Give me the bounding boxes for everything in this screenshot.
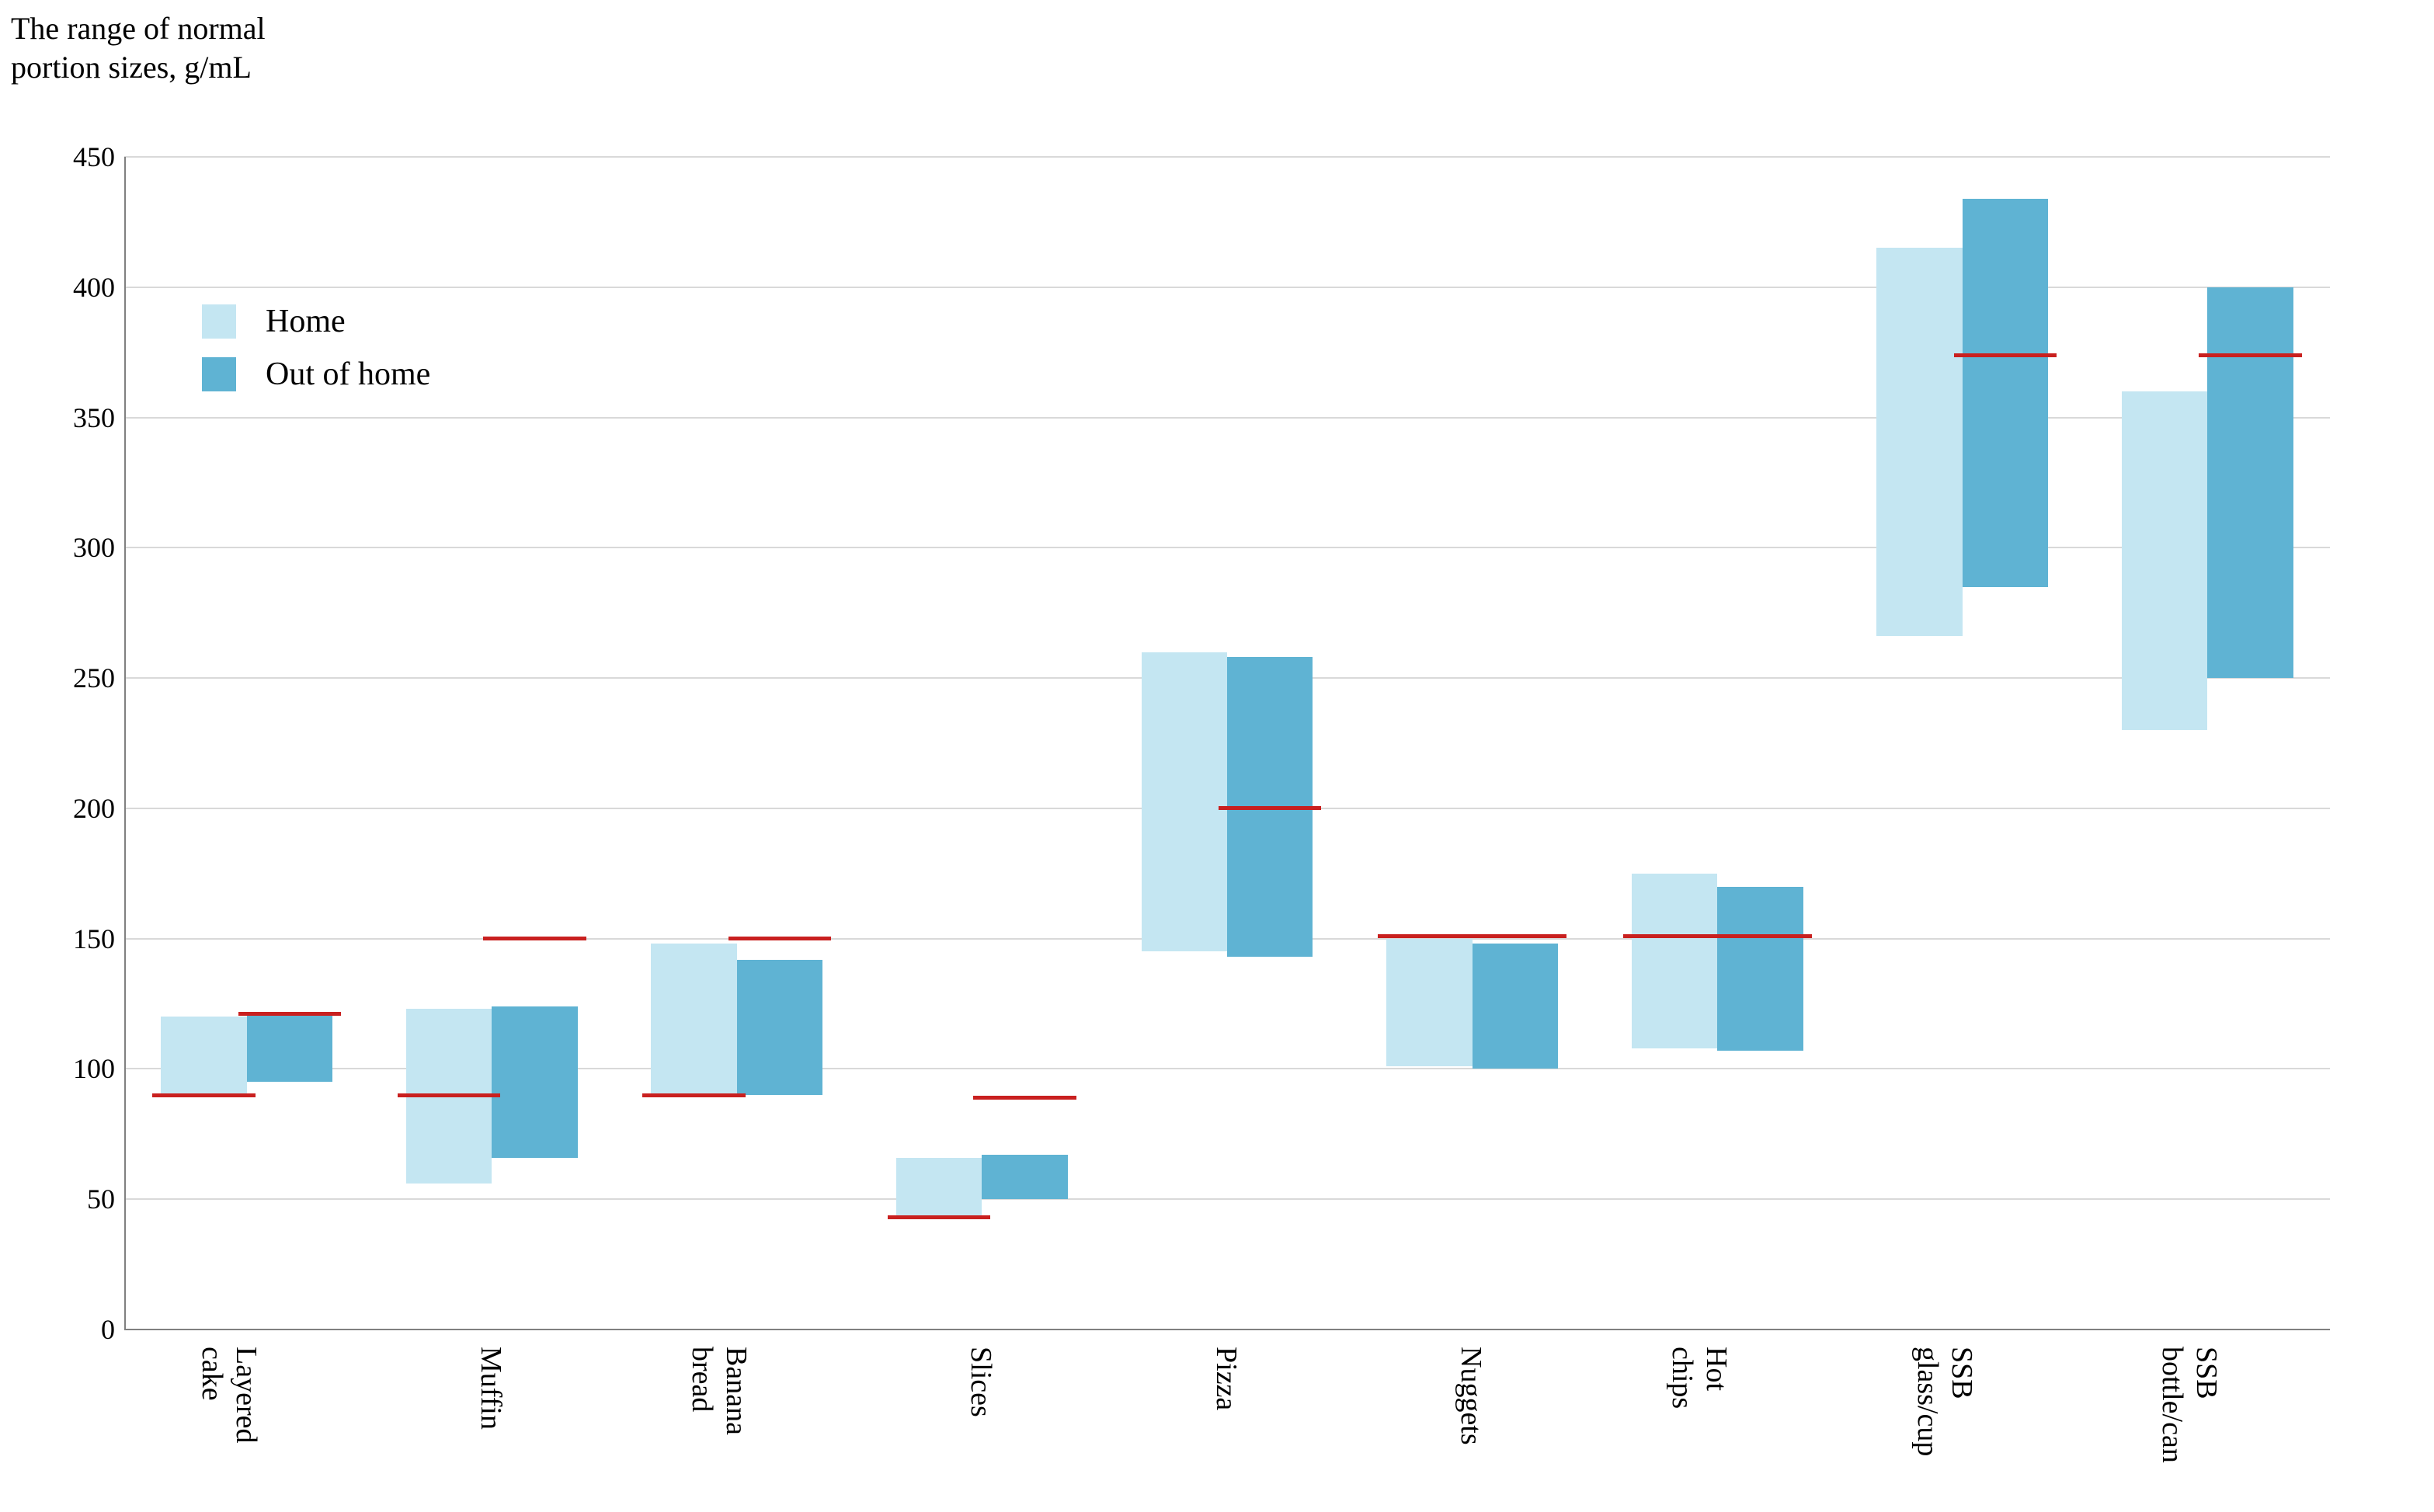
x-tick-label: Muffin bbox=[474, 1347, 508, 1430]
y-tick-label: 50 bbox=[22, 1183, 115, 1215]
bar-home bbox=[896, 1158, 982, 1218]
median-line bbox=[1464, 934, 1567, 938]
y-tick-label: 400 bbox=[22, 271, 115, 304]
y-axis-line bbox=[124, 157, 126, 1330]
legend-swatch bbox=[202, 304, 236, 339]
bar-out bbox=[2207, 287, 2293, 678]
bar-home bbox=[1876, 248, 1962, 636]
median-line bbox=[2199, 353, 2302, 357]
bar-home bbox=[1632, 874, 1717, 1048]
portion-size-chart: The range of normal portion sizes, g/mL … bbox=[0, 0, 2434, 1512]
bar-out bbox=[1717, 887, 1803, 1051]
y-tick-label: 150 bbox=[22, 923, 115, 955]
y-tick-label: 100 bbox=[22, 1052, 115, 1085]
bar-out bbox=[247, 1012, 332, 1083]
median-line bbox=[888, 1215, 991, 1219]
median-line bbox=[642, 1093, 746, 1097]
y-tick-label: 0 bbox=[22, 1313, 115, 1346]
legend-swatch bbox=[202, 357, 236, 391]
bar-home bbox=[161, 1017, 246, 1095]
x-tick-label: Banana bread bbox=[685, 1347, 753, 1435]
bar-out bbox=[1963, 199, 2048, 587]
y-tick-label: 300 bbox=[22, 531, 115, 564]
x-tick-label: SSB bottle/can bbox=[2155, 1347, 2224, 1463]
legend-item: Home bbox=[202, 303, 430, 340]
legend: Home Out of home bbox=[202, 303, 430, 393]
x-tick-label: Hot chips bbox=[1665, 1347, 1733, 1409]
y-tick-label: 450 bbox=[22, 141, 115, 173]
median-line bbox=[1954, 353, 2057, 357]
legend-label: Out of home bbox=[266, 356, 430, 393]
x-tick-label: Nuggets bbox=[1454, 1347, 1488, 1445]
median-line bbox=[238, 1012, 342, 1016]
median-line bbox=[483, 937, 586, 940]
legend-item: Out of home bbox=[202, 356, 430, 393]
median-line bbox=[1219, 806, 1322, 810]
bar-home bbox=[651, 944, 736, 1095]
y-tick-label: 200 bbox=[22, 792, 115, 825]
x-axis-line bbox=[124, 1329, 2330, 1330]
y-tick-label: 350 bbox=[22, 401, 115, 434]
plot-area: 050100150200250300350400450Layered cakeM… bbox=[124, 157, 2330, 1330]
x-tick-label: SSB glass/cup bbox=[1911, 1347, 1979, 1456]
bar-home bbox=[1142, 652, 1227, 952]
bar-home bbox=[1386, 939, 1472, 1066]
x-tick-label: Pizza bbox=[1209, 1347, 1243, 1410]
bar-out bbox=[737, 960, 822, 1095]
median-line bbox=[152, 1093, 256, 1097]
bar-out bbox=[1473, 944, 1558, 1069]
median-line bbox=[728, 937, 832, 940]
x-tick-label: Slices bbox=[964, 1347, 998, 1417]
gridline bbox=[124, 156, 2330, 158]
bar-out bbox=[982, 1155, 1067, 1199]
y-tick-label: 250 bbox=[22, 662, 115, 694]
bar-home bbox=[2122, 391, 2207, 730]
chart-title: The range of normal portion sizes, g/mL bbox=[11, 9, 266, 87]
median-line bbox=[1709, 934, 1812, 938]
median-line bbox=[973, 1096, 1076, 1100]
legend-label: Home bbox=[266, 303, 346, 340]
x-tick-label: Layered cake bbox=[195, 1347, 263, 1443]
gridline bbox=[124, 1198, 2330, 1200]
bar-out bbox=[492, 1006, 577, 1158]
median-line bbox=[398, 1093, 501, 1097]
